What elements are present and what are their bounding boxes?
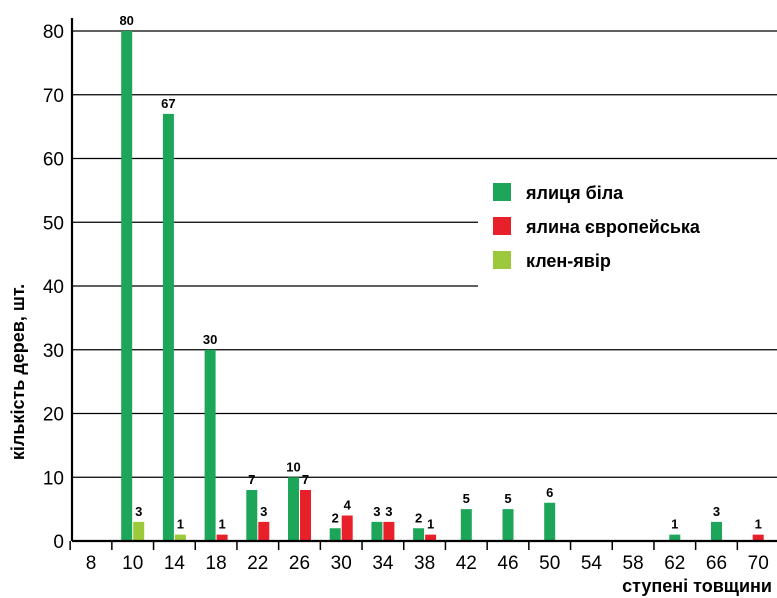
x-tick-label: 14 (164, 553, 186, 574)
y-axis-label: кількість дерев, шт. (8, 284, 28, 460)
y-tick-label: 70 (43, 86, 64, 107)
x-axis-label: ступені товщини (622, 576, 772, 596)
x-tick-label: 8 (86, 553, 97, 574)
x-tick-label: 26 (289, 553, 310, 574)
x-tick-label: 10 (122, 553, 143, 574)
axes (70, 18, 777, 543)
x-tick-label: 54 (581, 553, 603, 574)
x-axis-ticks: 8 10 14 18 22 26 30 34 38 42 46 50 54 58 62 66 70 (69, 541, 769, 574)
bar (383, 521, 395, 541)
bar (300, 490, 311, 541)
data-label: 3 (385, 504, 392, 519)
data-label: 67 (161, 96, 175, 111)
legend-background (478, 176, 777, 288)
data-label: 1 (427, 517, 434, 532)
x-tick-label: 46 (497, 553, 518, 574)
y-tick-label: 50 (43, 213, 64, 234)
data-label: 80 (119, 13, 133, 28)
bar (246, 490, 258, 541)
data-label: 6 (546, 485, 553, 500)
data-label: 7 (302, 472, 309, 487)
bar (341, 515, 353, 541)
data-label: 3 (373, 504, 380, 519)
data-label: 1 (671, 517, 678, 532)
bar (711, 521, 722, 541)
data-label: 3 (260, 504, 267, 519)
gridlines (72, 30, 777, 478)
bar (460, 509, 472, 541)
data-label: 2 (332, 510, 339, 525)
bar (204, 349, 216, 541)
x-tick-label: 70 (748, 553, 769, 574)
x-tick-label: 66 (706, 553, 727, 574)
data-label: 5 (463, 491, 470, 506)
x-tick-label: 38 (414, 553, 435, 574)
x-tick-label: 18 (206, 553, 227, 574)
data-label: 1 (177, 517, 184, 532)
bar (502, 509, 514, 541)
y-tick-label: 10 (43, 468, 64, 489)
bar (174, 534, 186, 541)
legend: ялиця біла ялина європейська клен-явір (478, 176, 777, 288)
x-tick-label: 50 (539, 553, 560, 574)
legend-label-1: ялина європейська (525, 217, 701, 237)
data-label: 3 (713, 504, 720, 519)
data-label: 1 (755, 517, 762, 532)
bar (162, 113, 174, 541)
x-tick-label: 22 (247, 553, 268, 574)
bar (425, 534, 437, 541)
bar (752, 534, 764, 541)
data-label: 2 (415, 510, 422, 525)
bar (669, 534, 681, 541)
x-tick-label: 58 (623, 553, 644, 574)
y-tick-label: 60 (43, 150, 64, 171)
y-tick-label: 40 (43, 277, 64, 298)
data-label: 7 (248, 472, 255, 487)
legend-label-2: клен-явір (526, 251, 611, 271)
bar (258, 521, 270, 541)
data-label: 4 (344, 498, 352, 513)
x-tick-label: 62 (664, 553, 685, 574)
legend-swatch-1 (493, 217, 511, 235)
legend-swatch-2 (493, 251, 511, 269)
legend-label-0: ялиця біла (525, 183, 624, 203)
data-label: 10 (286, 459, 300, 474)
bar (544, 502, 556, 541)
data-label: 1 (218, 517, 225, 532)
y-tick-label: 80 (43, 22, 64, 43)
y-axis-ticks: 0 10 20 30 40 50 60 70 80 (43, 22, 64, 553)
y-tick-label: 0 (53, 532, 64, 553)
y-tick-label: 30 (43, 341, 64, 362)
bar (329, 528, 341, 541)
legend-swatch-0 (493, 183, 511, 201)
x-tick-label: 42 (456, 553, 477, 574)
bar (216, 534, 228, 541)
y-tick-label: 20 (43, 405, 64, 426)
bar (288, 477, 299, 541)
x-tick-label: 34 (372, 553, 394, 574)
bar (121, 31, 133, 541)
data-label: 30 (203, 332, 217, 347)
bar (413, 528, 425, 541)
bar (133, 521, 145, 541)
data-label: 3 (135, 504, 142, 519)
data-label: 5 (504, 491, 511, 506)
x-tick-label: 30 (331, 553, 352, 574)
bars (121, 31, 764, 541)
bar (371, 521, 383, 541)
